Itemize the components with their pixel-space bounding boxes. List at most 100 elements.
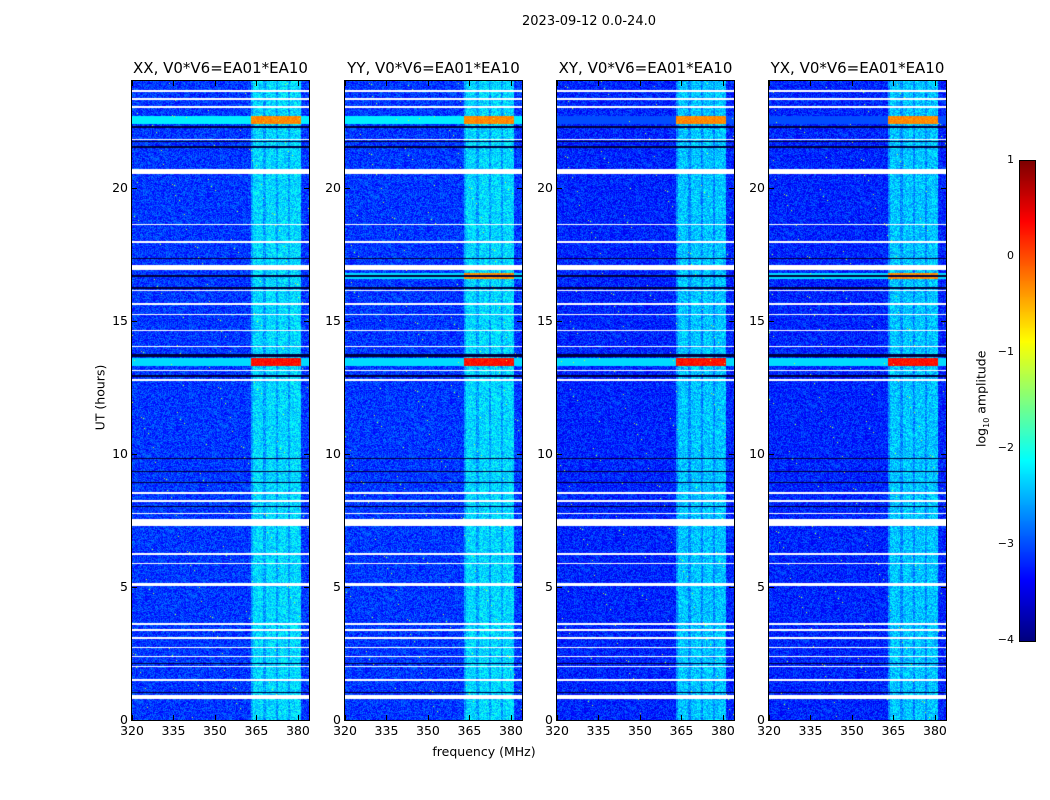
x-tick-mark <box>681 81 683 86</box>
x-tick-mark <box>469 715 471 720</box>
x-tick-mark <box>256 81 258 86</box>
y-tick-mark <box>304 320 309 322</box>
x-tick-mark <box>132 715 133 720</box>
x-tick-mark <box>386 715 388 720</box>
y-tick-mark <box>941 453 946 455</box>
y-tick-mark <box>345 453 350 455</box>
y-tick-mark <box>729 720 734 721</box>
y-tick-mark <box>729 187 734 189</box>
x-tick-label: 365 <box>669 723 694 738</box>
x-tick-mark <box>427 715 429 720</box>
x-tick-mark <box>510 81 512 86</box>
x-tick-label: 380 <box>711 723 735 738</box>
x-tick-mark <box>769 81 770 86</box>
x-tick-mark <box>256 715 258 720</box>
y-tick-label: 10 <box>537 445 553 461</box>
y-tick-mark <box>345 187 350 189</box>
y-tick-mark <box>345 586 350 588</box>
x-tick-label: 380 <box>286 723 310 738</box>
x-tick-label: 350 <box>416 723 440 738</box>
x-tick-mark <box>345 715 346 720</box>
y-tick-label: 0 <box>757 712 765 727</box>
x-tick-mark <box>639 81 641 86</box>
x-tick-label: 335 <box>798 723 823 738</box>
y-tick-mark <box>941 320 946 322</box>
x-tick-mark <box>769 715 770 720</box>
x-tick-mark <box>598 81 600 86</box>
x-tick-mark <box>173 81 175 86</box>
y-tick-mark <box>132 453 137 455</box>
y-tick-label: 15 <box>537 312 553 328</box>
y-tick-label: 15 <box>325 312 341 328</box>
x-tick-mark <box>681 715 683 720</box>
figure-title: 2023-09-12 0.0-24.0 <box>522 14 656 29</box>
colorbar-tick-label: 0 <box>1007 249 1014 262</box>
y-tick-mark <box>729 586 734 588</box>
y-tick-mark <box>132 187 137 189</box>
y-tick-label: 10 <box>325 445 341 461</box>
y-tick-label: 15 <box>749 312 765 328</box>
colorbar-label: log10 amplitude <box>973 350 991 447</box>
x-tick-label: 320 <box>545 723 569 738</box>
colorbar-gradient <box>1020 161 1035 641</box>
y-tick-mark <box>729 453 734 455</box>
y-tick-label: 0 <box>120 712 128 727</box>
y-tick-mark <box>304 453 309 455</box>
x-tick-mark <box>132 81 133 86</box>
y-tick-mark <box>132 320 137 322</box>
colorbar-tick-label: −1 <box>997 345 1014 358</box>
y-tick-label: 5 <box>120 578 128 594</box>
y-tick-mark <box>557 586 562 588</box>
x-tick-label: 320 <box>757 723 781 738</box>
y-tick-label: 20 <box>537 179 553 195</box>
x-tick-label: 365 <box>881 723 906 738</box>
y-tick-mark <box>941 586 946 588</box>
x-tick-label: 350 <box>840 723 864 738</box>
y-tick-label: 5 <box>757 578 765 594</box>
y-tick-mark <box>517 453 522 455</box>
y-tick-label: 10 <box>112 445 128 461</box>
y-tick-mark <box>557 720 562 721</box>
x-tick-mark <box>557 715 558 720</box>
y-tick-mark <box>517 720 522 721</box>
x-tick-mark <box>851 715 853 720</box>
y-tick-mark <box>941 187 946 189</box>
panel-yy: YY, V0*V6=EA01*EA10 0 5 10 15 20 320 335 350 365 3… <box>325 59 523 738</box>
x-tick-mark <box>214 81 216 86</box>
heatmap-yx <box>769 81 946 720</box>
heatmap-xx <box>132 81 309 720</box>
y-tick-mark <box>729 320 734 322</box>
colorbar-tick-label: −4 <box>997 633 1014 646</box>
x-tick-mark <box>722 81 724 86</box>
panel-xx: XX, V0*V6=EA01*EA10 0 5 10 15 20 320 335 350 365 3… <box>112 59 310 738</box>
x-tick-mark <box>345 81 346 86</box>
x-tick-label: 320 <box>120 723 144 738</box>
panel-title: XY, V0*V6=EA01*EA10 <box>558 59 733 77</box>
y-tick-mark <box>304 187 309 189</box>
x-tick-mark <box>810 715 812 720</box>
x-tick-mark <box>893 81 895 86</box>
y-tick-mark <box>345 320 350 322</box>
y-tick-label: 10 <box>749 445 765 461</box>
x-tick-label: 350 <box>628 723 652 738</box>
y-tick-mark <box>941 720 946 721</box>
x-tick-mark <box>851 81 853 86</box>
y-tick-mark <box>517 320 522 322</box>
x-tick-mark <box>469 81 471 86</box>
colorbar-tick-label: −2 <box>997 441 1014 454</box>
y-tick-mark <box>769 720 774 721</box>
y-tick-mark <box>132 586 137 588</box>
x-tick-mark <box>557 81 558 86</box>
y-tick-mark <box>769 586 774 588</box>
panel-yx: YX, V0*V6=EA01*EA10 0 5 10 15 20 320 335 350 365 3… <box>749 59 947 738</box>
x-tick-mark <box>639 715 641 720</box>
x-tick-mark <box>598 715 600 720</box>
x-tick-label: 365 <box>244 723 269 738</box>
panel-title: YX, V0*V6=EA01*EA10 <box>770 59 945 77</box>
x-tick-mark <box>934 715 936 720</box>
y-tick-mark <box>304 586 309 588</box>
heatmap-xy <box>557 81 734 720</box>
y-tick-label: 20 <box>749 179 765 195</box>
x-tick-mark <box>173 715 175 720</box>
